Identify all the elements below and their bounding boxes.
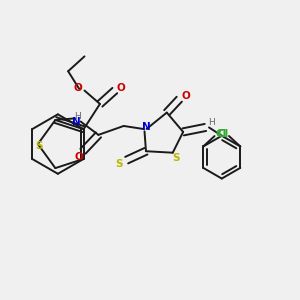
Text: O: O [74, 83, 82, 93]
Text: O: O [74, 152, 83, 162]
Text: S: S [116, 159, 123, 169]
Text: N: N [142, 122, 150, 131]
Text: Cl: Cl [215, 129, 226, 139]
Text: O: O [182, 91, 190, 101]
Text: S: S [36, 140, 43, 151]
Text: S: S [172, 153, 179, 163]
Text: H: H [208, 118, 215, 127]
Text: H: H [74, 112, 81, 121]
Text: N: N [72, 117, 80, 127]
Text: Cl: Cl [217, 129, 229, 139]
Text: O: O [117, 82, 126, 93]
